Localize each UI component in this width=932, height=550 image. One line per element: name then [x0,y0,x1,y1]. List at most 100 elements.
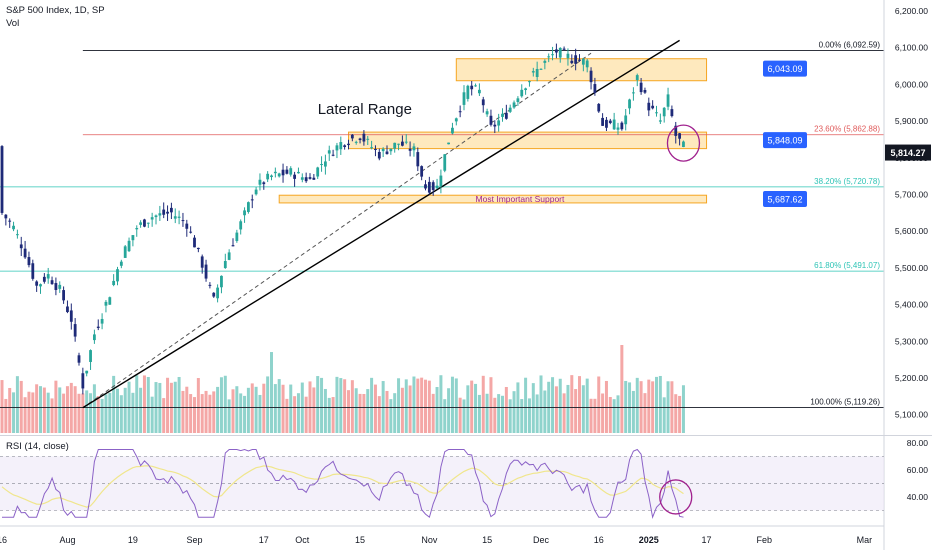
candle-body [531,71,535,73]
candle-body [393,142,397,149]
volume-bar [462,399,466,433]
volume-bar [493,397,497,433]
candle-body [277,173,281,177]
volume-bar [570,375,574,433]
volume-bar [35,384,39,433]
fib-level-label: 38.20% (5,720.78) [814,177,880,186]
candle-body [324,161,327,167]
candle-body [170,207,173,213]
candle-body [474,85,477,87]
volume-bar [50,398,54,433]
candle-body [555,49,558,53]
candle-body [308,177,312,179]
volume-bar [208,394,212,433]
volume-bar [0,380,4,433]
candle-body [535,68,539,77]
candle-body [123,246,127,258]
volume-bar [331,397,335,433]
candle-body [212,292,216,297]
volume-bar [551,377,555,433]
fib-level-label: 0.00% (6,092.59) [819,40,881,49]
volume-bar [135,375,139,433]
candle-body [289,168,293,175]
candle-body [166,211,169,214]
candle-body [285,169,289,174]
volume-bar [589,398,593,433]
candle-body [493,124,497,127]
volume-bar [8,387,12,433]
volume-bar [454,378,458,433]
candle-body [485,111,489,115]
candle-body [558,47,562,58]
volume-bar [585,378,589,433]
fib-level-label: 61.80% (5,491.07) [814,261,880,270]
volume-bar [450,376,454,433]
volume-bar [616,395,620,433]
candle-body [327,150,331,154]
volume-bar [443,399,447,433]
volume-bar [320,377,324,433]
volume-bar [431,393,435,433]
support-resistance-zone [278,194,708,204]
candle-body [620,122,624,130]
volume-bar [150,396,154,433]
volume-bar [485,393,489,433]
volume-bar [335,376,339,433]
volume-bar [162,398,166,433]
candle-body [662,107,666,117]
candle-body [297,171,300,174]
volume-bar [196,378,200,433]
volume-bar [15,376,19,433]
volume-bar [189,394,193,433]
candle-body [23,248,27,258]
x-tick-label: Mar [857,535,873,545]
candle-body [58,284,62,289]
candle-body [81,373,85,389]
volume-bar [223,375,227,433]
candle-body [16,234,19,236]
volume-bar [285,398,289,433]
candle-body [247,202,250,212]
y-tick-label: 5,400.00 [895,300,928,310]
candle-body [512,102,516,108]
candle-body [19,244,23,249]
candle-body [193,237,196,248]
candle-body [574,55,578,64]
candle-body [100,318,104,324]
candle-body [370,147,373,149]
x-tick-label: 17 [259,535,269,545]
y-tick-label: 5,200.00 [895,373,928,383]
x-tick-label: 2025 [639,535,659,545]
candle-body [35,281,39,286]
volume-bar [31,392,35,433]
candle-body [354,141,358,143]
volume-bar [373,384,377,433]
volume-bar [647,379,651,433]
volume-bar [608,396,612,433]
candle-body [96,326,100,328]
lateral-range-label: Lateral Range [318,101,412,118]
candle-body [581,58,585,65]
candle-body [578,59,581,61]
volume-bar [293,396,297,433]
candle-body [331,154,335,156]
volume-bar [354,388,358,433]
x-tick-label: Feb [757,535,773,545]
candle-body [551,54,554,56]
volume-bar [89,393,93,433]
volume-bar [366,389,370,433]
candle-body [478,89,481,94]
volume-bar [362,393,366,433]
x-tick-label: Dec [533,535,550,545]
candle-body [204,264,208,279]
y-tick-label: 6,100.00 [895,43,928,53]
candle-body [208,284,212,286]
candle-body [150,217,154,220]
volume-bar [397,378,401,433]
volume-bar [458,397,462,433]
volume-bar [612,399,616,433]
volume-bar [531,383,535,433]
candle-body [524,88,527,91]
volume-bar [19,380,23,433]
